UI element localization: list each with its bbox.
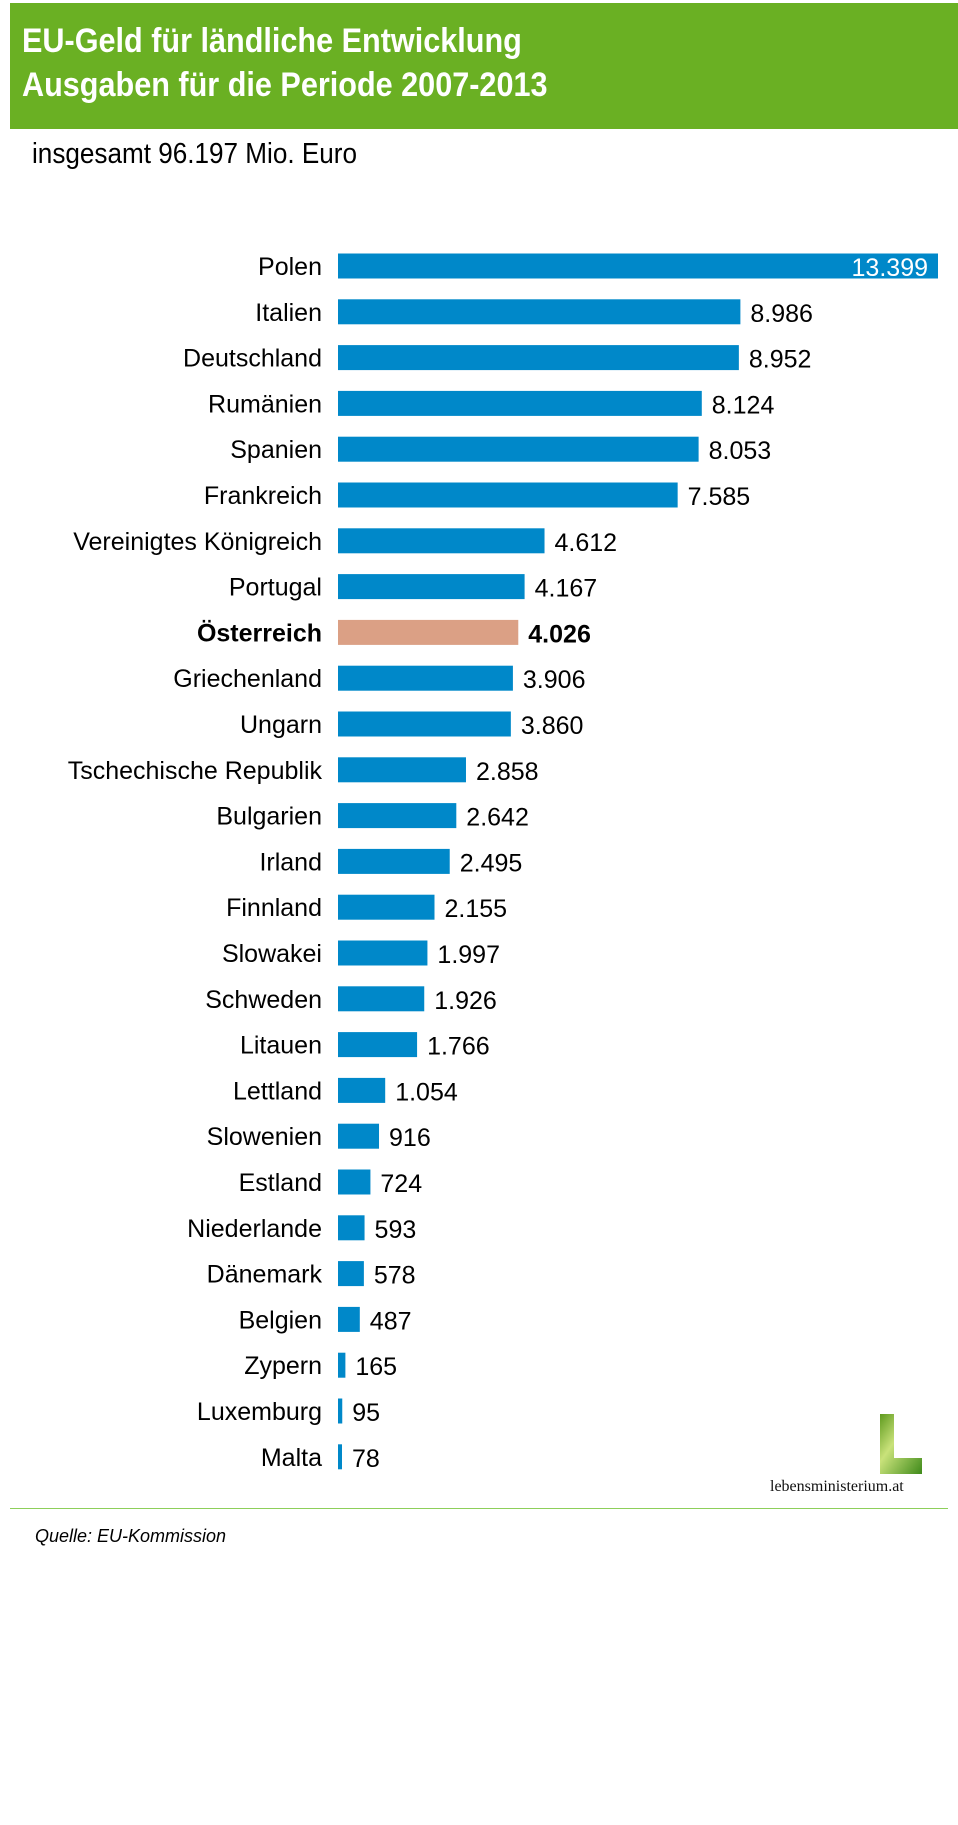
bar-2 (338, 345, 739, 371)
category-label: Griechenland (173, 665, 322, 693)
value-label: 1.054 (395, 1078, 458, 1106)
header-banner (10, 3, 958, 129)
value-label: 2.155 (444, 895, 507, 923)
category-label: Litauen (240, 1032, 322, 1060)
bar-chart: Polen 13.399 Italien 8.986 Deutschland 8.952 R… (68, 253, 938, 1473)
bar-13 (338, 848, 450, 874)
logo-l-icon (880, 1414, 922, 1474)
bar-17 (338, 1032, 418, 1058)
bar-15 (338, 940, 428, 966)
bar-19 (338, 1123, 380, 1149)
title-line-1: EU-Geld für ländliche Entwicklung (22, 22, 522, 60)
bar-7 (338, 574, 525, 600)
value-label: 8.053 (709, 437, 772, 465)
footer-divider (10, 1508, 948, 1509)
category-label: Niederlande (187, 1215, 322, 1243)
bar-0 (338, 253, 938, 279)
value-label: 593 (375, 1216, 417, 1244)
category-label: Irland (259, 848, 322, 876)
value-label: 165 (355, 1353, 397, 1381)
value-label: 4.167 (535, 575, 598, 603)
category-label: Italien (255, 299, 322, 327)
value-label: 8.986 (750, 300, 813, 328)
bar-26 (338, 1444, 342, 1470)
bar-16 (338, 986, 425, 1012)
value-label: 916 (389, 1124, 431, 1152)
value-label: 13.399 (852, 254, 928, 282)
bar-3 (338, 390, 702, 416)
value-label: 2.858 (476, 758, 539, 786)
category-label: Zypern (244, 1352, 322, 1380)
category-label: Schweden (205, 986, 322, 1014)
category-label: Rumänien (208, 390, 322, 418)
category-label: Slowakei (222, 940, 322, 968)
bar-5 (338, 482, 678, 508)
bar-6 (338, 528, 545, 554)
category-label: Spanien (230, 436, 322, 464)
category-label: Luxemburg (197, 1398, 322, 1426)
category-label: Tschechische Republik (68, 757, 323, 785)
bar-8 (338, 619, 519, 645)
category-label: Lettland (233, 1077, 322, 1105)
value-label: 7.585 (688, 483, 751, 511)
value-label: 3.906 (523, 666, 586, 694)
category-label: Dänemark (207, 1261, 323, 1289)
value-label: 2.642 (466, 804, 529, 832)
category-label: Bulgarien (216, 803, 322, 831)
value-label: 2.495 (460, 849, 523, 877)
category-label: Estland (239, 1169, 322, 1197)
bar-21 (338, 1215, 365, 1241)
bar-1 (338, 299, 741, 325)
category-label: Malta (261, 1444, 322, 1472)
value-label: 3.860 (521, 712, 584, 740)
subtitle-total: insgesamt 96.197 Mio. Euro (32, 138, 357, 170)
bar-24 (338, 1352, 346, 1378)
value-label: 4.612 (555, 529, 618, 557)
bar-10 (338, 711, 511, 737)
category-label: Slowenien (207, 1123, 322, 1151)
bar-18 (338, 1077, 386, 1103)
source-note: Quelle: EU-Kommission (35, 1526, 227, 1546)
value-label: 4.026 (528, 620, 591, 648)
category-label: Ungarn (240, 711, 322, 739)
bar-20 (338, 1169, 371, 1195)
value-label: 578 (374, 1262, 416, 1290)
category-label: Portugal (229, 574, 322, 602)
category-label: Österreich (197, 618, 322, 647)
category-label: Deutschland (183, 345, 322, 373)
value-label: 78 (352, 1445, 380, 1473)
bar-23 (338, 1306, 360, 1332)
bar-12 (338, 803, 457, 829)
category-label: Belgien (239, 1306, 322, 1334)
logo-text: lebensministerium.at (770, 1478, 904, 1495)
value-label: 724 (380, 1170, 422, 1198)
category-label: Finnland (226, 894, 322, 922)
bar-9 (338, 665, 513, 691)
bar-25 (338, 1398, 343, 1424)
bar-4 (338, 436, 699, 462)
bar-14 (338, 894, 435, 920)
value-label: 8.124 (712, 391, 775, 419)
value-label: 487 (370, 1307, 412, 1335)
value-label: 8.952 (749, 346, 812, 374)
category-label: Frankreich (204, 482, 322, 510)
title-line-2: Ausgaben für die Periode 2007-2013 (22, 66, 548, 104)
bar-11 (338, 757, 466, 783)
value-label: 1.766 (427, 1033, 490, 1061)
value-label: 1.926 (434, 987, 497, 1015)
category-label: Vereinigtes Königreich (73, 528, 322, 556)
bar-22 (338, 1261, 364, 1287)
category-label: Polen (258, 253, 322, 281)
value-label: 95 (352, 1399, 380, 1427)
value-label: 1.997 (437, 941, 500, 969)
